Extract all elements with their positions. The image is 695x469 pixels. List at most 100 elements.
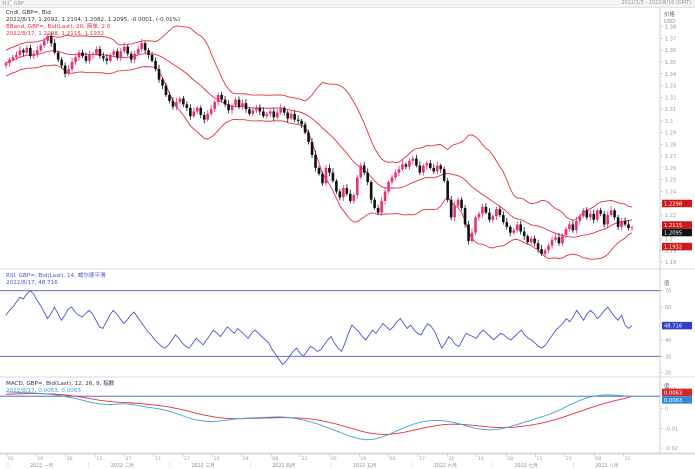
candle: [258, 104, 262, 116]
candle: [467, 220, 470, 245]
candle: [234, 97, 237, 108]
price-value-badge: 1.2115: [662, 221, 692, 229]
candle-body: [595, 210, 599, 220]
candle: [189, 104, 192, 120]
candle-body: [571, 224, 575, 231]
candle: [338, 189, 342, 201]
bband-info-line-1: BBand, GBP=, Bid(Last), 20, 简单, 2.0: [6, 24, 111, 30]
candle-body: [36, 50, 39, 54]
candle-body: [84, 56, 88, 61]
candle: [460, 197, 463, 211]
candle: [272, 108, 276, 121]
candle: [529, 236, 533, 245]
candle-body: [620, 220, 623, 227]
candle-body: [349, 193, 352, 201]
x-day-label: 16: [37, 456, 43, 462]
candle-body: [533, 238, 536, 244]
candle-body: [408, 160, 411, 167]
x-day-label: 27: [184, 456, 190, 462]
candle-body: [227, 104, 230, 111]
candle: [154, 57, 157, 72]
candle-body: [67, 69, 70, 74]
candle-body: [366, 172, 369, 183]
macd-signal-line: [5, 393, 633, 435]
price-ytick-label: 1.28: [665, 142, 676, 148]
candle-body: [477, 213, 481, 218]
candle-body: [449, 199, 453, 218]
candle-body: [543, 250, 547, 254]
candle-body: [394, 172, 397, 178]
price-ytick-label: 1.3: [665, 119, 673, 125]
x-day-label: 19: [360, 456, 366, 462]
candle: [202, 111, 206, 124]
candle: [317, 166, 321, 176]
candle: [275, 108, 279, 120]
candle-body: [241, 103, 244, 107]
candle: [404, 162, 408, 170]
candle: [585, 207, 589, 220]
candle-body: [578, 216, 582, 221]
candle: [373, 197, 376, 210]
price-badge-label: 1.1932: [664, 244, 682, 250]
candle: [269, 108, 272, 117]
price-ytick-label: 1.35: [665, 60, 676, 66]
candle-body: [220, 94, 223, 100]
candle-body: [296, 119, 300, 121]
candle: [255, 104, 258, 114]
candle-body: [303, 124, 307, 133]
candle-body: [53, 43, 56, 53]
candle: [29, 44, 32, 59]
candle: [432, 164, 436, 174]
candle: [251, 107, 255, 117]
macd-info-box: MACD, GBP=, Bid(Last), 12, 26, 9, 指数 202…: [6, 381, 114, 395]
bband-middle-line: [5, 50, 633, 238]
candle: [380, 197, 383, 216]
candle: [568, 221, 571, 232]
candle: [578, 214, 582, 225]
candle-body: [359, 165, 363, 178]
candle-body: [251, 110, 255, 114]
candle: [81, 49, 84, 58]
candle: [588, 210, 592, 221]
candle-body: [484, 206, 488, 213]
candle: [411, 155, 415, 165]
candle: [140, 38, 143, 52]
candle: [394, 169, 397, 181]
candle: [512, 227, 516, 235]
candle: [508, 224, 512, 237]
candle: [613, 208, 616, 220]
candle: [627, 220, 630, 231]
price-ytick-label: 1.31: [665, 107, 676, 113]
price-axis-currency: USD: [664, 19, 675, 25]
candle-body: [453, 205, 456, 218]
candle-body: [387, 182, 390, 192]
rsi-info-line-2: 2022/8/17, 48.716: [6, 280, 58, 286]
candle-body: [269, 111, 272, 114]
candle-body: [122, 46, 126, 52]
candle: [425, 160, 429, 170]
candle-body: [355, 177, 359, 196]
candle-body: [119, 51, 123, 58]
candle: [474, 215, 477, 236]
macd-indicator: [0, 391, 660, 441]
price-ytick-label: 1.37: [665, 36, 676, 42]
candle: [456, 197, 460, 208]
price-badge-label: 1.2298: [664, 201, 682, 207]
candle-body: [317, 167, 321, 174]
candle-body: [248, 109, 251, 114]
candle-body: [335, 180, 338, 192]
price-badge-label: 1.2095: [664, 230, 682, 236]
candle: [331, 168, 335, 183]
candle-body: [161, 79, 164, 86]
candle: [22, 48, 25, 57]
candle: [435, 161, 439, 175]
candle-body: [199, 107, 203, 115]
candle: [84, 52, 88, 64]
candle: [265, 111, 269, 119]
x-day-label: 25: [566, 456, 572, 462]
x-day-label: 02: [8, 456, 14, 462]
candle-body: [109, 54, 112, 61]
price-value-badge: 1.2095: [662, 228, 692, 236]
x-period-label: 2022 三月: [192, 463, 215, 469]
